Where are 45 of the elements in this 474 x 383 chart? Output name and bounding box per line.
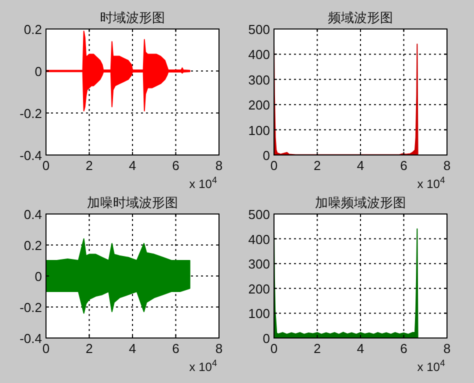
y-tick-label: 0.2 (24, 22, 42, 37)
y-tick-label: -0.4 (20, 148, 42, 163)
x-tick-label: 2 (86, 341, 93, 356)
text: x 10$^{4}$ (189, 175, 217, 191)
y-tick-label: 200 (248, 98, 270, 113)
chart-title: 频域波形图 (328, 10, 393, 25)
x-tick-label: 6 (400, 158, 408, 173)
y-tick-label: 0 (34, 64, 42, 79)
y-tick-label: -0.4 (20, 331, 42, 346)
x-tick-label: 6 (172, 341, 180, 356)
text: x 10$^{4}$ (417, 358, 445, 374)
chart-title: 加噪时域波形图 (87, 195, 178, 210)
x-tick-label: 4 (356, 158, 364, 173)
x-tick-label: 8 (215, 158, 223, 173)
x-tick-label: 6 (172, 158, 180, 173)
y-tick-label: 400 (248, 47, 270, 62)
y-tick-label: 200 (248, 281, 270, 296)
x-tick-label: 4 (128, 341, 136, 356)
chart-title: 加噪频域波形图 (315, 195, 406, 210)
x-tick-label: 2 (314, 158, 321, 173)
y-tick-label: 100 (248, 122, 270, 138)
y-tick-label: 300 (248, 256, 270, 272)
y-tick-label: 0 (262, 331, 270, 346)
y-tick-label: 500 (248, 22, 270, 37)
x-tick-label: 8 (215, 341, 223, 356)
x-tick-label: 6 (400, 341, 408, 356)
x-tick-label: 4 (128, 158, 136, 173)
x-tick-label: 2 (86, 158, 93, 173)
y-tick-label: 400 (248, 232, 270, 247)
y-tick-label: -0.2 (20, 106, 42, 121)
y-tick-label: 0.2 (24, 238, 42, 253)
y-tick-label: 300 (248, 72, 270, 88)
x-tick-label: 4 (356, 341, 364, 356)
x-tick-label: 8 (443, 158, 451, 173)
x-tick-label: 2 (314, 341, 321, 356)
text: x 10$^{4}$ (417, 175, 445, 191)
text: x 10$^{4}$ (189, 358, 217, 374)
y-tick-label: 500 (248, 207, 270, 222)
x-tick-label: 8 (443, 341, 451, 356)
y-tick-label: 0 (34, 269, 42, 284)
y-tick-label: 0 (262, 148, 270, 163)
chart-title: 时域波形图 (100, 10, 165, 25)
y-tick-label: 100 (248, 306, 270, 322)
y-tick-label: 0.4 (24, 207, 42, 222)
y-tick-label: -0.2 (20, 300, 42, 315)
